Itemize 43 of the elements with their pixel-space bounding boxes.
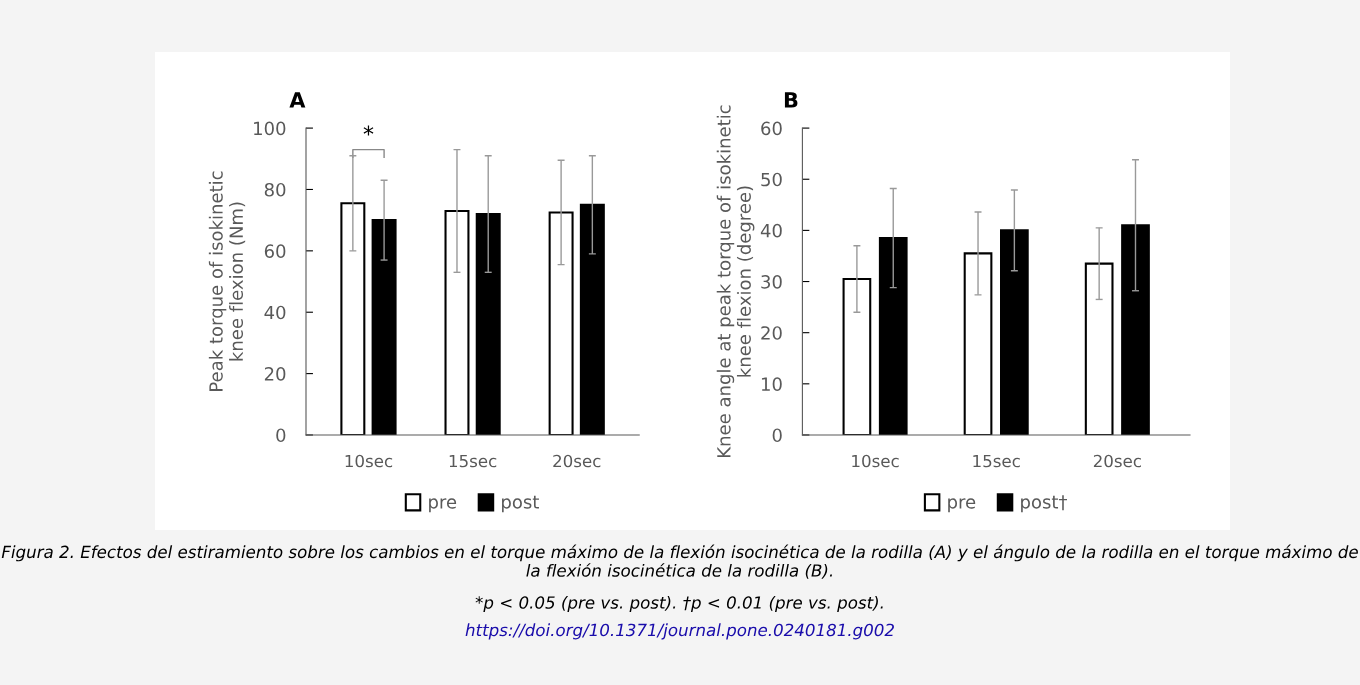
bar [1084, 262, 1114, 435]
bar [963, 252, 993, 435]
text: Figura 2. Efectos del estiramiento sobre los cambios en el torque máximo de la flexión isocinética de la rodilla (A) y el ángulo de la rodilla en el torque máximo de la flexión isocinética de la rodilla (B). [1, 544, 1358, 579]
y-tick-label: 40 [760, 223, 782, 238]
legend-label: pre [429, 498, 457, 513]
y-tick-label: 30 [761, 274, 782, 289]
y-tick-label: 0 [276, 428, 286, 443]
y-tick-label: 40 [264, 305, 286, 320]
legend-label: pre [948, 498, 976, 513]
y-tick-label: 50 [761, 172, 782, 187]
y-axis-title: Knee angle at peak torque of isokinetic knee flexion (degree) [716, 105, 755, 457]
x-tick-label: 15sec [449, 454, 497, 468]
legend-label: post [502, 495, 539, 513]
x-tick-label: 20sec [553, 454, 601, 468]
legend-label: post† [1021, 495, 1067, 513]
y-tick-label: 100 [254, 121, 286, 136]
bar [340, 202, 366, 435]
bar [842, 277, 872, 435]
bar [878, 237, 908, 435]
bar [579, 203, 605, 435]
x-tick-label: 10sec [852, 454, 899, 468]
bar [548, 211, 574, 435]
bar [1121, 224, 1150, 435]
y-tick-label: 20 [761, 326, 782, 340]
y-tick-label: 60 [264, 244, 286, 258]
text: *p < 0.05 (pre vs. post). †p < 0.01 (pre vs. post). [475, 595, 883, 613]
bar [444, 209, 470, 435]
x-tick-label: 20sec [1093, 454, 1141, 468]
bar [371, 219, 397, 435]
bar [1000, 229, 1029, 435]
y-tick-label: 80 [264, 182, 286, 197]
y-tick-label: 60 [761, 121, 782, 136]
chart-title: A [289, 92, 306, 108]
y-tick-label: 10 [761, 377, 782, 391]
y-tick-label: 0 [772, 428, 782, 443]
y-tick-label: 20 [264, 367, 286, 381]
x-tick-label: 10sec [345, 454, 393, 468]
bar [475, 212, 501, 435]
x-tick-label: 15sec [973, 454, 1020, 468]
chart-title: B [784, 92, 798, 108]
text: https://doi.org/10.1371/journal.pone.0240181.g002 [465, 623, 894, 640]
y-axis-title: Peak torque of isokinetic knee flexion (Nm) [208, 171, 246, 391]
annotation: * [363, 125, 374, 136]
